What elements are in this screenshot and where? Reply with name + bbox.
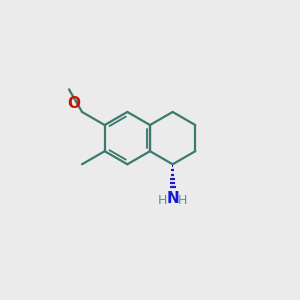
Text: N: N bbox=[166, 191, 179, 206]
Text: O: O bbox=[68, 96, 81, 111]
Text: H: H bbox=[158, 194, 167, 207]
Text: H: H bbox=[178, 194, 187, 207]
